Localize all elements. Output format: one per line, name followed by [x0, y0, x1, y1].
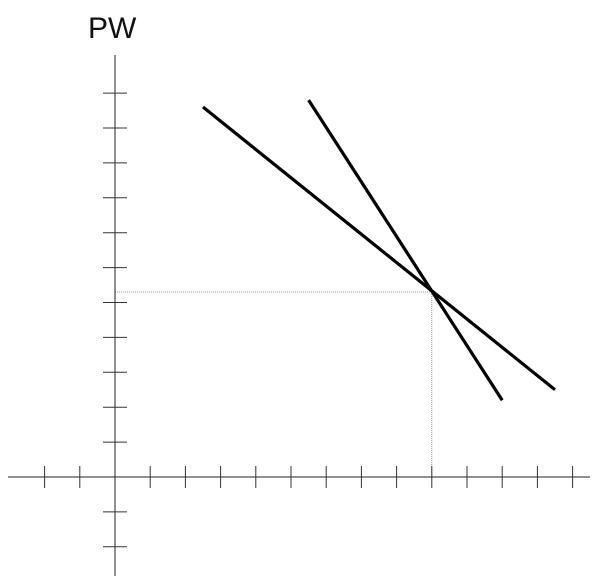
series-line-2	[307, 99, 504, 402]
y-axis-title: PW	[88, 12, 137, 45]
series-line-1	[201, 105, 557, 391]
axes	[8, 55, 590, 576]
series-lines	[201, 99, 557, 402]
reference-guides	[115, 291, 433, 477]
tick-marks	[44, 92, 574, 548]
